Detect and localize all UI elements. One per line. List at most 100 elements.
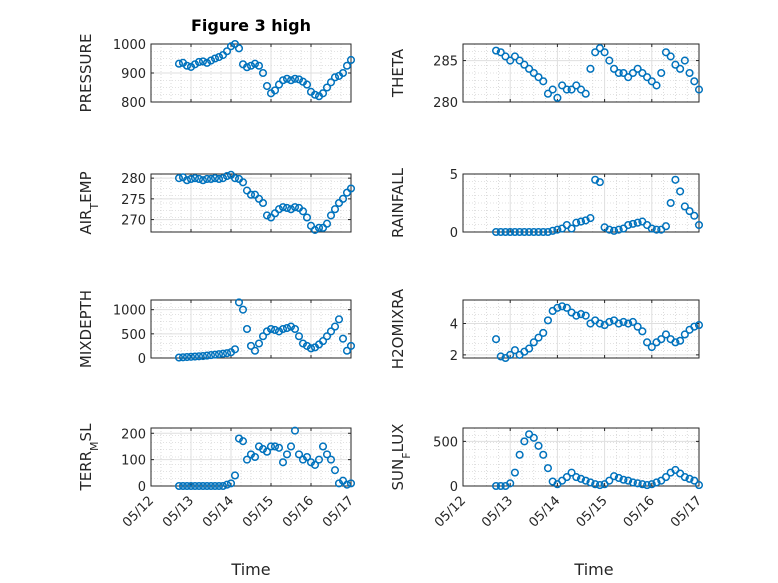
data-point xyxy=(302,452,312,462)
data-point xyxy=(576,85,586,94)
data-point xyxy=(230,39,240,49)
data-point xyxy=(310,460,320,469)
data-point xyxy=(628,68,637,78)
data-point xyxy=(576,474,586,483)
data-point xyxy=(174,59,184,68)
x-tick-label: 05/12 xyxy=(432,493,469,530)
data-point xyxy=(198,57,208,66)
data-point xyxy=(242,455,252,464)
data-point xyxy=(206,56,216,65)
data-point xyxy=(633,64,642,73)
data-point xyxy=(222,47,232,56)
y-axis-label: MIXDEPTH xyxy=(77,290,95,368)
y-tick-label: 0 xyxy=(450,226,458,241)
data-point xyxy=(638,327,647,336)
subplot-4: 0 5 RAINFALL xyxy=(389,167,704,241)
data-point xyxy=(685,68,694,78)
data-point xyxy=(510,52,519,61)
data-point xyxy=(262,82,272,91)
y-tick-label: 200 xyxy=(121,427,146,442)
data-point xyxy=(230,471,240,480)
data-point xyxy=(661,330,671,339)
data-point xyxy=(576,310,586,319)
data-point xyxy=(567,85,576,94)
y-tick-label: 900 xyxy=(121,67,146,82)
data-point xyxy=(633,479,642,488)
y-tick-label: 280 xyxy=(121,172,146,187)
x-tick-label: 05/14 xyxy=(200,493,237,530)
data-point xyxy=(586,214,595,223)
figure-title: Figure 3 high xyxy=(191,16,311,35)
data-point xyxy=(286,322,296,331)
y-tick-label: 1000 xyxy=(113,304,146,319)
data-point xyxy=(346,479,356,488)
data-point xyxy=(595,319,604,328)
data-point xyxy=(278,458,288,467)
data-point xyxy=(182,176,192,185)
data-point xyxy=(539,328,548,337)
data-point xyxy=(567,468,576,477)
data-point xyxy=(694,481,704,490)
data-point xyxy=(562,85,571,94)
data-point xyxy=(539,227,548,237)
axes-border xyxy=(462,43,700,103)
data-point xyxy=(628,219,637,228)
data-point xyxy=(198,176,208,185)
data-point xyxy=(182,481,192,491)
data-point xyxy=(496,48,505,57)
x-tick-label: 05/17 xyxy=(320,493,357,530)
data-point xyxy=(581,476,590,485)
data-point xyxy=(666,198,675,208)
data-point xyxy=(515,450,524,459)
data-point xyxy=(282,203,292,213)
data-point xyxy=(572,218,581,227)
data-point xyxy=(491,227,501,237)
data-point xyxy=(242,63,252,72)
data-point xyxy=(657,335,666,344)
data-point xyxy=(506,227,515,237)
data-point xyxy=(210,481,220,491)
y-tick-label: 0 xyxy=(138,352,146,367)
data-point xyxy=(266,324,276,334)
data-point xyxy=(222,480,232,489)
data-point xyxy=(190,60,200,69)
data-point xyxy=(178,481,188,491)
data-point xyxy=(501,227,510,237)
data-point xyxy=(652,81,661,90)
data-point xyxy=(322,219,332,228)
data-point xyxy=(553,303,562,312)
data-point xyxy=(501,52,510,61)
data-point xyxy=(326,211,336,220)
x-tick-label: 05/17 xyxy=(668,493,705,530)
x-tick-label: 05/13 xyxy=(479,493,516,530)
data-point xyxy=(234,44,244,53)
data-point xyxy=(572,81,581,90)
data-point xyxy=(314,223,324,232)
data-point xyxy=(600,48,609,57)
data-point xyxy=(322,450,332,459)
axes-border xyxy=(150,299,352,359)
data-point xyxy=(652,225,661,234)
data-point xyxy=(190,352,200,361)
data-point xyxy=(262,327,272,336)
data-point xyxy=(194,352,204,361)
data-point xyxy=(562,473,571,482)
data-point xyxy=(294,332,304,341)
data-point xyxy=(572,311,581,320)
x-tick-label: 05/12 xyxy=(120,493,157,530)
data-point xyxy=(342,480,352,489)
data-point xyxy=(298,207,308,216)
data-point xyxy=(567,224,576,233)
data-point xyxy=(496,481,505,491)
data-point xyxy=(539,450,548,459)
axes-border xyxy=(150,173,352,233)
data-point xyxy=(298,339,308,348)
axes-border xyxy=(462,427,700,487)
data-point xyxy=(206,351,216,360)
data-point xyxy=(270,442,280,451)
data-point xyxy=(633,322,642,331)
data-point xyxy=(506,479,515,488)
y-axis-label: THETA xyxy=(389,48,407,98)
y-tick-label: 275 xyxy=(121,193,146,208)
data-point xyxy=(605,317,614,326)
